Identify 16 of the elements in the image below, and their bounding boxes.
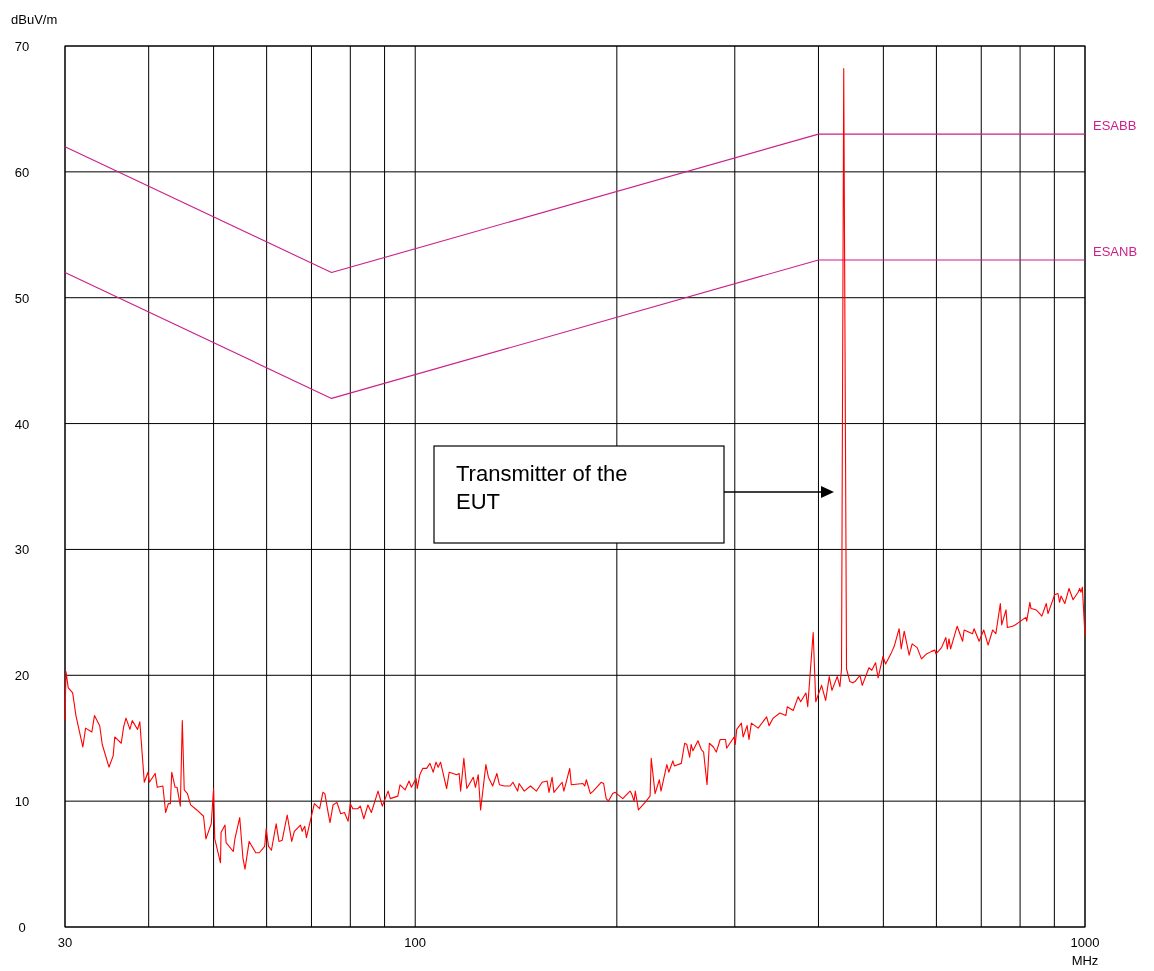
y-tick-label: 50 <box>14 290 30 306</box>
series-label: ESABB <box>1093 118 1137 134</box>
y-tick-label: 40 <box>14 416 30 432</box>
y-tick-label: 10 <box>14 794 30 810</box>
x-tick-label: 30 <box>57 935 73 950</box>
x-tick-label: 100 <box>404 935 427 950</box>
y-tick-label: 30 <box>14 542 30 558</box>
annotation: Transmitter of the EUT <box>456 461 628 514</box>
y-tick-label: 20 <box>14 668 30 684</box>
x-tick-label: 1000 <box>1070 935 1100 950</box>
y-tick-label: 70 <box>14 39 30 54</box>
y-tick-label: 0 <box>18 920 26 935</box>
x-axis-title: MHz <box>1071 953 1099 968</box>
series-label: ESANB <box>1093 243 1138 259</box>
y-axis-title: dBuV/m <box>11 12 58 27</box>
y-tick-label: 60 <box>14 164 30 180</box>
